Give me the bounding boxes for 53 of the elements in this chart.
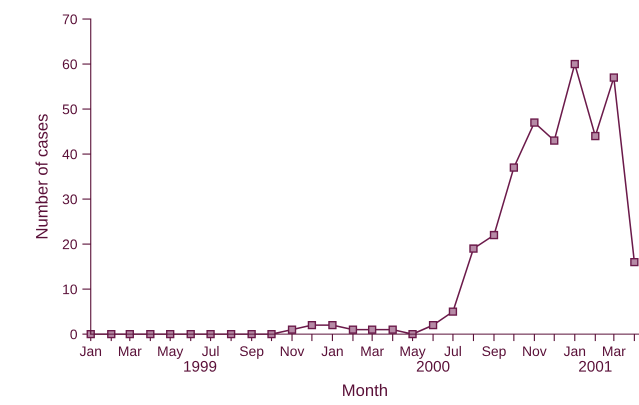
- point: [166, 330, 174, 338]
- point: [186, 330, 195, 338]
- x2-tick-label: 2001: [579, 360, 612, 372]
- point: [308, 320, 316, 330]
- y-tick-label: 40: [62, 149, 77, 160]
- point: [226, 330, 236, 338]
- y-tick-label: 20: [62, 239, 77, 250]
- x-tick-label: Jan: [80, 346, 102, 356]
- y-tick-label: 50: [62, 104, 77, 114]
- point: [610, 73, 618, 82]
- point: [126, 330, 134, 338]
- point: [469, 244, 478, 253]
- x-tick-label: Jul: [202, 346, 219, 356]
- x-tick-label: May: [158, 346, 184, 359]
- x-tick-label: Nov: [280, 346, 304, 356]
- point: [570, 60, 579, 68]
- point: [490, 230, 498, 240]
- point: [288, 325, 296, 334]
- x-tick-label: Sep: [482, 346, 506, 359]
- x-tick-label: Nov: [523, 346, 547, 356]
- point: [368, 325, 376, 334]
- x-tick-label: Mar: [118, 346, 142, 356]
- y-tick-label: 10: [63, 284, 77, 294]
- point: [630, 258, 639, 266]
- point: [86, 330, 95, 338]
- y-tick-label: 0: [70, 329, 77, 340]
- point: [206, 330, 215, 338]
- y-tick-label: 60: [62, 59, 77, 70]
- x2-tick-label: 1999: [184, 360, 216, 372]
- x-tick-label: Sep: [240, 346, 264, 359]
- point: [388, 325, 397, 334]
- point: [448, 307, 458, 316]
- point: [510, 163, 518, 172]
- x-tick-label: Jul: [444, 346, 461, 356]
- x-tick-label: Mar: [603, 346, 626, 356]
- y-axis-title: Number of cases: [35, 114, 48, 238]
- point: [107, 330, 116, 338]
- y-tick-label: 70: [62, 14, 77, 24]
- x2-tick-label: 2000: [416, 360, 450, 372]
- point: [146, 330, 154, 338]
- point: [550, 136, 558, 145]
- x-tick-label: Mar: [361, 346, 384, 356]
- x-axis-title: Month: [343, 384, 387, 396]
- y-tick-label: 30: [62, 194, 77, 204]
- point: [247, 330, 256, 338]
- x-tick-label: Jan: [564, 346, 586, 356]
- point: [348, 325, 358, 334]
- point: [428, 320, 438, 330]
- point: [530, 118, 539, 127]
- x-tick-label: May: [400, 346, 426, 359]
- x-tick-label: Jan: [321, 346, 343, 356]
- point: [328, 320, 337, 330]
- point: [591, 132, 600, 140]
